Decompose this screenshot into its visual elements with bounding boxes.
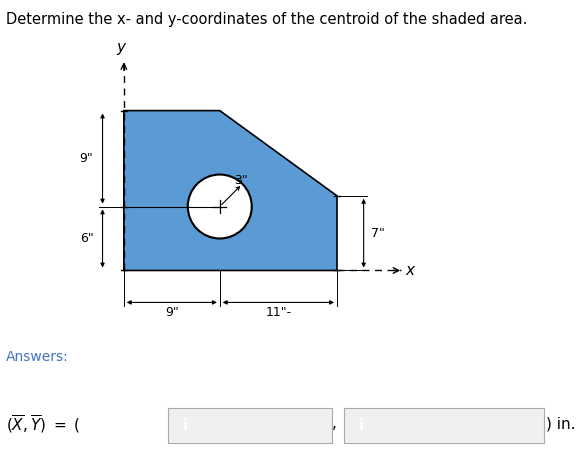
Text: 11"-: 11"- bbox=[265, 306, 292, 319]
Text: 7": 7" bbox=[370, 227, 385, 240]
Circle shape bbox=[188, 175, 252, 238]
Text: Answers:: Answers: bbox=[6, 350, 69, 363]
Text: 9": 9" bbox=[79, 152, 93, 165]
Polygon shape bbox=[124, 111, 337, 270]
Text: 9": 9" bbox=[165, 306, 179, 319]
Text: i: i bbox=[183, 418, 188, 433]
Text: y: y bbox=[116, 40, 125, 55]
Text: i: i bbox=[359, 418, 364, 433]
Text: 6": 6" bbox=[79, 232, 93, 245]
Text: x: x bbox=[405, 263, 414, 278]
Text: ) in.: ) in. bbox=[546, 416, 575, 431]
Text: $(\overline{X},\overline{Y})$ $=$ (: $(\overline{X},\overline{Y})$ $=$ ( bbox=[6, 413, 82, 435]
Text: Determine the x- and y-coordinates of the centroid of the shaded area.: Determine the x- and y-coordinates of th… bbox=[6, 12, 527, 26]
Text: 3": 3" bbox=[233, 175, 248, 188]
Text: ,: , bbox=[332, 416, 336, 431]
